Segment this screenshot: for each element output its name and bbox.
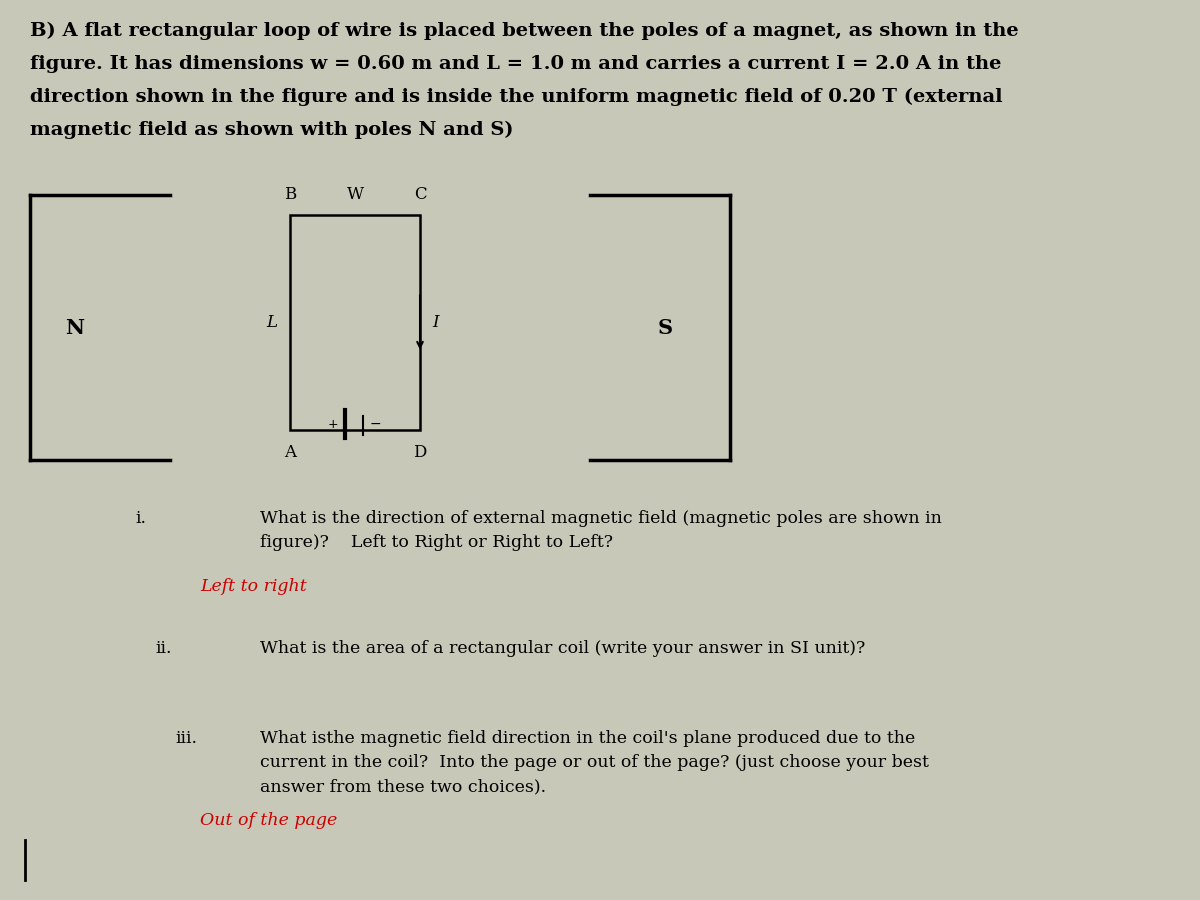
Text: What is the direction of external magnetic field (magnetic poles are shown in: What is the direction of external magnet… bbox=[260, 510, 942, 527]
Text: Out of the page: Out of the page bbox=[200, 812, 337, 829]
Text: iii.: iii. bbox=[175, 730, 197, 747]
Text: answer from these two choices).: answer from these two choices). bbox=[260, 778, 546, 795]
Text: +: + bbox=[328, 418, 338, 430]
Text: What is​the magnetic field direction in the coil's plane produced due to the: What is​the magnetic field direction in … bbox=[260, 730, 916, 747]
Text: figure)?    Left to Right or Right to Left?: figure)? Left to Right or Right to Left? bbox=[260, 534, 613, 551]
Text: W: W bbox=[347, 186, 364, 203]
Bar bbox=[290, 215, 420, 430]
Text: B: B bbox=[284, 186, 296, 203]
Text: I: I bbox=[432, 314, 439, 331]
Text: Left to right: Left to right bbox=[200, 578, 307, 595]
Text: figure. It has dimensions w = 0.60 m and L = 1.0 m and carries a current I = 2.0: figure. It has dimensions w = 0.60 m and… bbox=[30, 55, 1001, 73]
Text: magnetic field as shown with poles N and S): magnetic field as shown with poles N and… bbox=[30, 121, 514, 140]
Text: L: L bbox=[266, 314, 277, 331]
Text: S: S bbox=[658, 318, 672, 338]
Text: N: N bbox=[66, 318, 84, 338]
Text: −: − bbox=[370, 417, 380, 431]
Text: A: A bbox=[284, 444, 296, 461]
Text: D: D bbox=[413, 444, 427, 461]
Text: current in the coil?  Into the page or out of the page? (just choose your best: current in the coil? Into the page or ou… bbox=[260, 754, 929, 771]
Text: ii.: ii. bbox=[155, 640, 172, 657]
Text: direction shown in the figure and is inside the uniform magnetic field of 0.20 T: direction shown in the figure and is ins… bbox=[30, 88, 1003, 106]
Text: i.: i. bbox=[134, 510, 146, 527]
Text: What is the area of a rectangular coil (write your answer in SI unit)?: What is the area of a rectangular coil (… bbox=[260, 640, 865, 657]
Text: B) A flat rectangular loop of wire is placed between the poles of a magnet, as s: B) A flat rectangular loop of wire is pl… bbox=[30, 22, 1019, 40]
Text: C: C bbox=[414, 186, 426, 203]
